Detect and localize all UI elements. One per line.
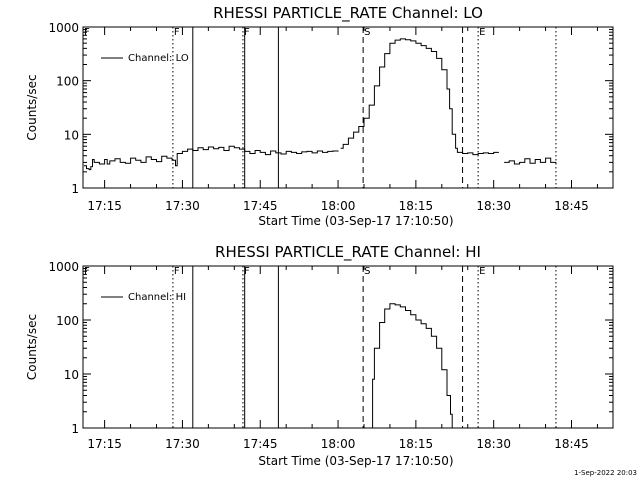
event-marker-label: S xyxy=(364,266,370,277)
chart-panel-1: RHESSI PARTICLE_RATE Channel: LO 1 10 100 10… xyxy=(25,4,614,228)
edge-marker-label: F xyxy=(84,266,90,277)
event-marker-label: E xyxy=(479,27,485,38)
legend-entry: Channel: LO xyxy=(128,53,189,64)
y-tick-label: 1 xyxy=(71,422,79,436)
event-marker-label: F xyxy=(174,266,180,277)
x-axis-label: Start Time (03-Sep-17 17:10:50) xyxy=(258,214,453,228)
chart-title: RHESSI PARTICLE_RATE Channel: LO xyxy=(213,4,483,23)
x-tick-label: 18:00 xyxy=(321,199,356,213)
y-tick-label: 100 xyxy=(56,75,79,89)
y-tick-label: 100 xyxy=(56,314,79,328)
x-tick-label: 18:45 xyxy=(554,437,589,451)
y-tick-label: 1000 xyxy=(48,21,79,35)
x-tick-label: 17:15 xyxy=(87,199,122,213)
x-tick-label: 18:15 xyxy=(399,437,434,451)
footer-timestamp: 1-Sep-2022 20:03 xyxy=(574,469,637,477)
legend-entry: Channel: HI xyxy=(128,292,186,303)
y-tick-label: 1 xyxy=(71,182,79,196)
event-marker-label: F xyxy=(174,27,180,38)
series-line-1-segment-2 xyxy=(340,38,499,156)
x-tick-label: 17:30 xyxy=(165,437,200,451)
x-tick-label: 18:15 xyxy=(399,199,434,213)
y-tick-label: 10 xyxy=(64,368,79,382)
x-tick-label: 17:30 xyxy=(165,199,200,213)
y-axis-label: Counts/sec xyxy=(25,74,39,140)
series-line-1-segment-1 xyxy=(83,145,339,171)
x-tick-label: 17:45 xyxy=(243,437,278,451)
event-marker-label: S xyxy=(364,27,370,38)
x-tick-label: 17:15 xyxy=(87,437,122,451)
chart-title: RHESSI PARTICLE_RATE Channel: HI xyxy=(215,243,481,262)
plot-frame xyxy=(82,265,614,429)
x-axis-label: Start Time (03-Sep-17 17:10:50) xyxy=(258,454,453,468)
y-axis-label: Counts/sec xyxy=(25,314,39,380)
edge-marker-label: F xyxy=(84,27,90,38)
x-tick-label: 18:30 xyxy=(476,199,511,213)
event-marker-label: E xyxy=(479,266,485,277)
plot-frame xyxy=(82,26,614,189)
series-line-1-segment-1 xyxy=(370,303,453,429)
chart-panel-2: RHESSI PARTICLE_RATE Channel: HI 1 10 100 10… xyxy=(25,243,614,468)
x-tick-label: 18:30 xyxy=(476,437,511,451)
series-line-1-segment-3 xyxy=(504,157,557,165)
y-tick-label: 10 xyxy=(64,128,79,142)
x-tick-label: 18:00 xyxy=(321,437,356,451)
x-tick-label: 18:45 xyxy=(554,199,589,213)
event-marker-label: F xyxy=(244,27,250,38)
event-marker-label: F xyxy=(244,266,250,277)
y-tick-label: 1000 xyxy=(48,260,79,274)
x-tick-label: 17:45 xyxy=(243,199,278,213)
